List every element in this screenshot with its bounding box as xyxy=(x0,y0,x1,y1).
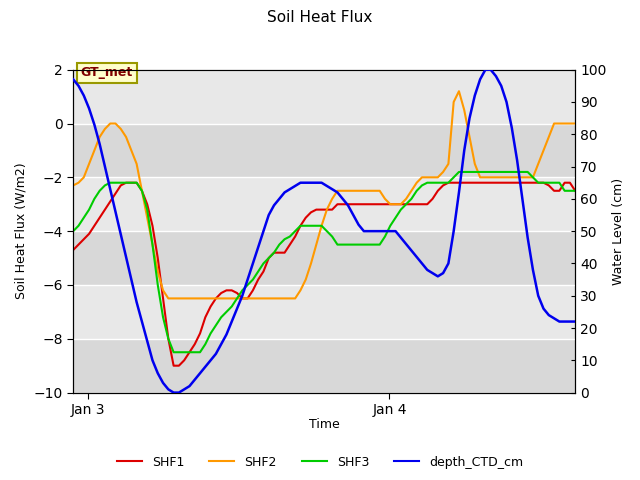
Bar xyxy=(73,177,575,231)
Bar xyxy=(73,339,575,393)
X-axis label: Time: Time xyxy=(309,419,340,432)
Bar xyxy=(73,70,575,123)
Bar xyxy=(73,123,575,177)
Bar xyxy=(73,231,575,285)
Y-axis label: Soil Heat Flux (W/m2): Soil Heat Flux (W/m2) xyxy=(15,163,28,300)
Legend: SHF1, SHF2, SHF3, depth_CTD_cm: SHF1, SHF2, SHF3, depth_CTD_cm xyxy=(112,451,528,474)
Bar xyxy=(73,285,575,339)
Text: GT_met: GT_met xyxy=(81,66,133,79)
Text: Soil Heat Flux: Soil Heat Flux xyxy=(268,10,372,24)
Y-axis label: Water Level (cm): Water Level (cm) xyxy=(612,178,625,285)
